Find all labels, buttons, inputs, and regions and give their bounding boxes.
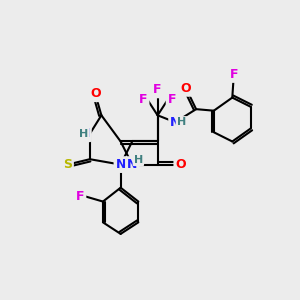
Text: N: N	[170, 116, 181, 129]
Text: F: F	[139, 93, 148, 106]
Text: H: H	[177, 117, 186, 127]
Text: F: F	[76, 190, 85, 203]
Text: N: N	[127, 158, 137, 171]
Text: F: F	[153, 83, 162, 96]
Text: F: F	[168, 93, 176, 106]
Text: H: H	[134, 155, 143, 165]
Text: O: O	[90, 87, 101, 100]
Text: N: N	[116, 158, 126, 171]
Text: O: O	[175, 158, 186, 171]
Text: O: O	[181, 82, 191, 95]
Text: N: N	[80, 127, 90, 140]
Text: F: F	[230, 68, 238, 81]
Text: S: S	[63, 158, 72, 171]
Text: H: H	[79, 129, 88, 139]
